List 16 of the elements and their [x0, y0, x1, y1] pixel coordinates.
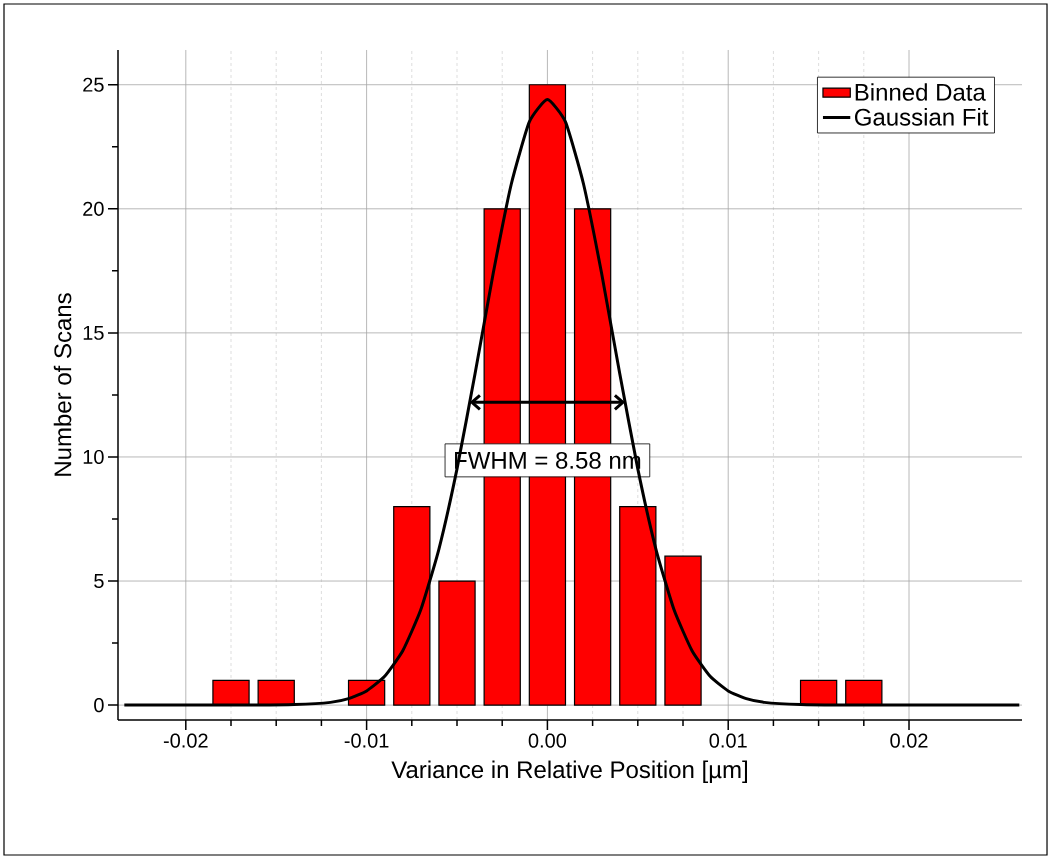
y-tick-label: 10: [83, 449, 104, 465]
x-axis-title: Variance in Relative Position [µm]: [391, 760, 747, 783]
x-tick-label: -0.01: [344, 733, 389, 748]
legend-label: Binned Data: [855, 83, 986, 101]
x-tick-label: 0.01: [709, 733, 747, 748]
x-tick-label: -0.02: [163, 733, 208, 748]
y-tick-label: 0: [94, 698, 104, 713]
y-tick-label: 15: [83, 325, 104, 340]
y-tick-label: 25: [83, 77, 104, 92]
x-tick-label: 0.02: [890, 733, 928, 748]
y-tick-label: 20: [83, 201, 104, 216]
y-tick-label: 5: [94, 574, 104, 588]
bar: [438, 580, 476, 706]
y-axis-title: Number of Scans: [53, 293, 72, 476]
legend-label: Gaussian Fit: [854, 108, 989, 126]
x-tick-label: 0.00: [528, 733, 567, 748]
